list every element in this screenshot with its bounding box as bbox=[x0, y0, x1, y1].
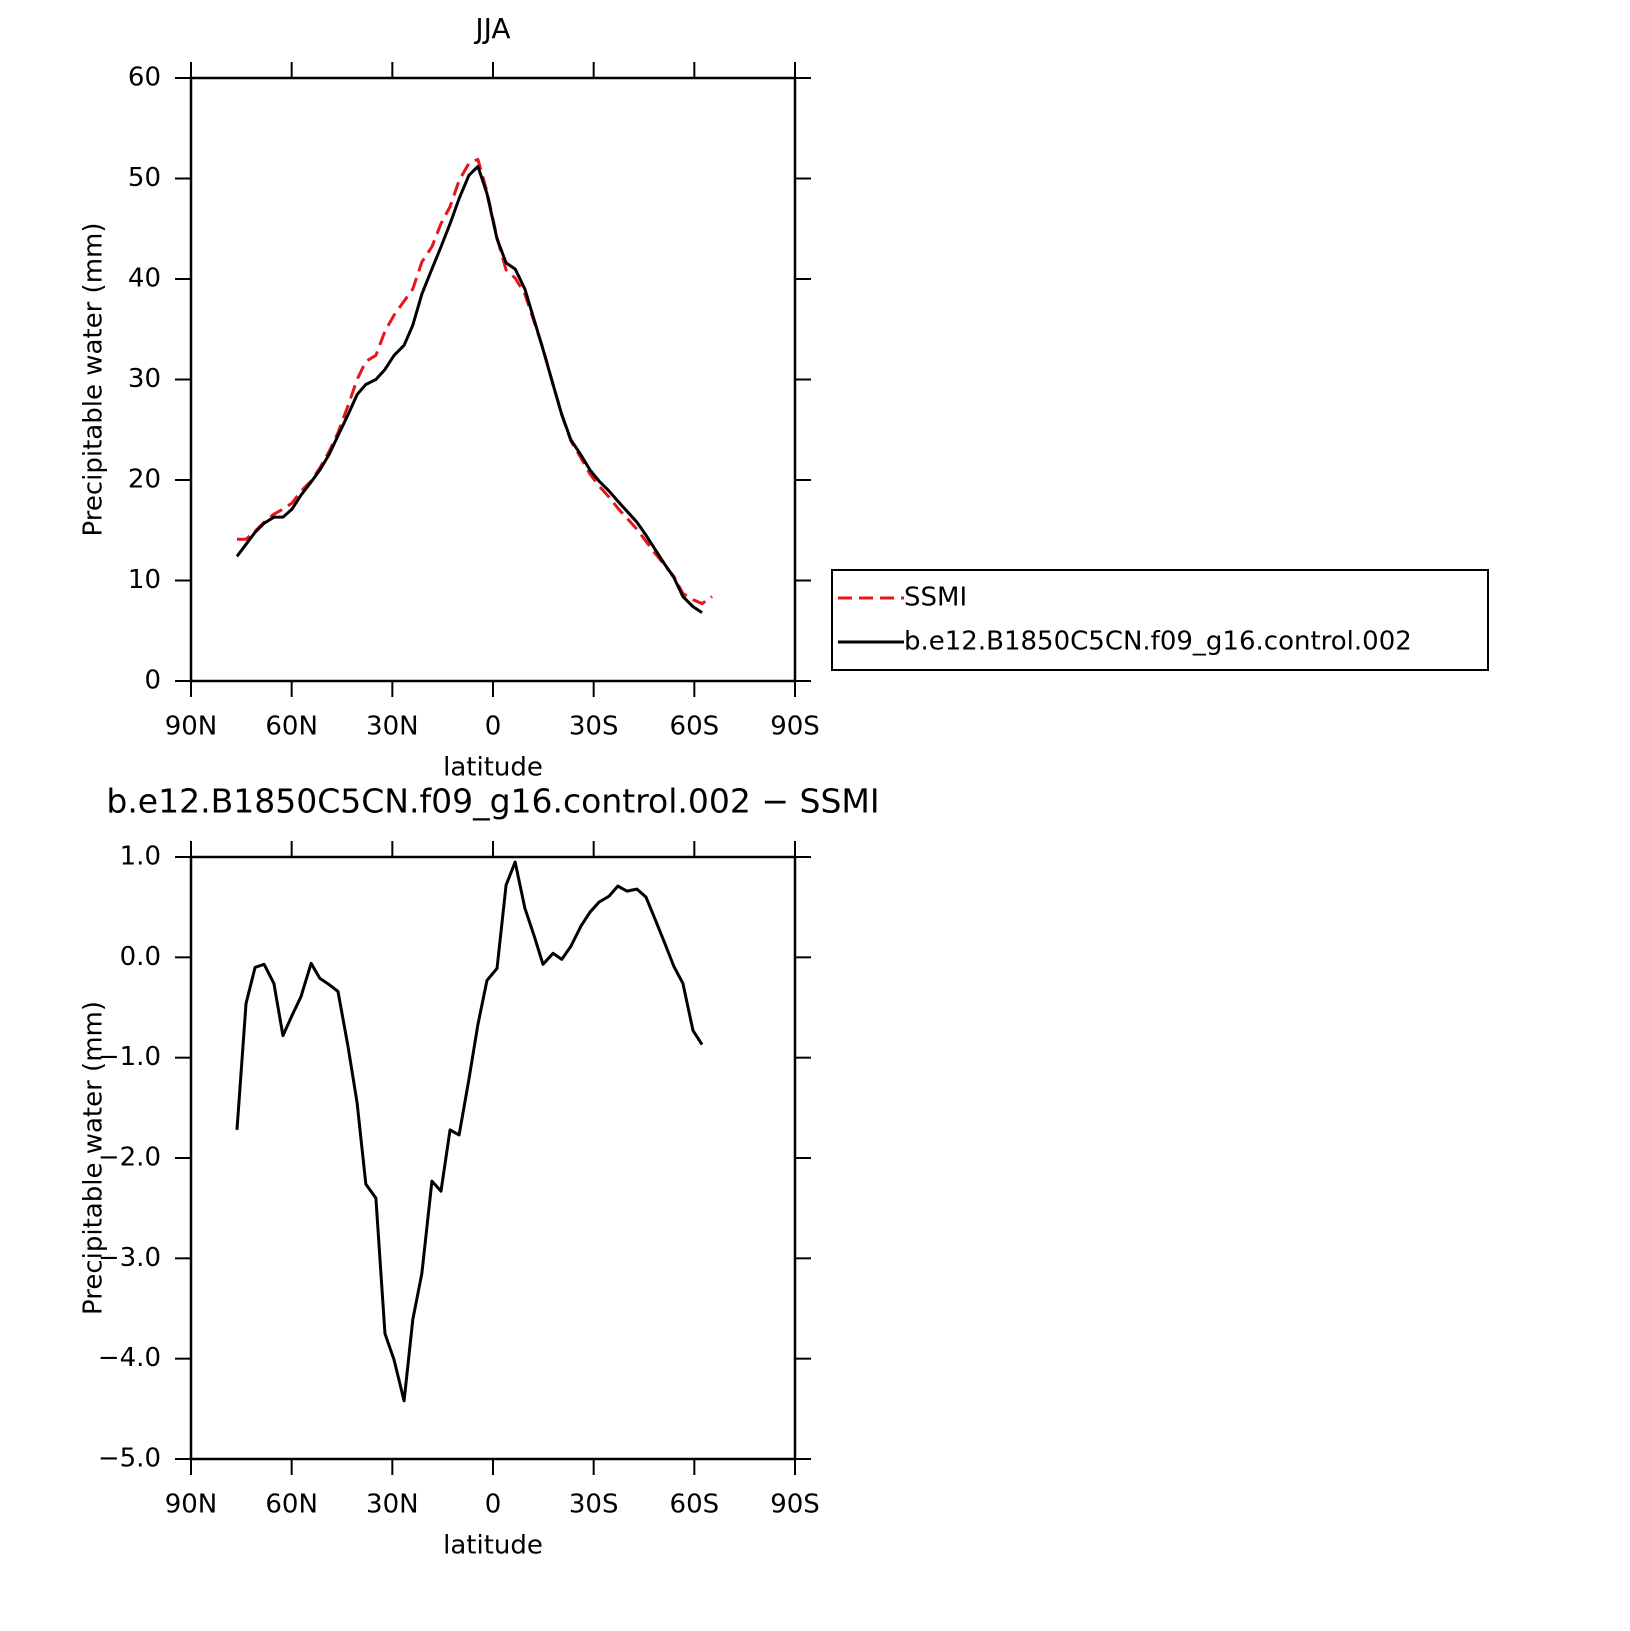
x-tick-label: 0 bbox=[485, 712, 502, 742]
chart-title: JJA bbox=[473, 12, 510, 45]
y-tick-label: −1.0 bbox=[98, 1042, 161, 1072]
x-axis-label: latitude bbox=[443, 753, 543, 783]
x-tick-label: 60N bbox=[265, 1490, 318, 1520]
y-tick-label: 60 bbox=[128, 63, 161, 93]
legend-box bbox=[831, 569, 1489, 671]
y-tick-label: 1.0 bbox=[120, 842, 161, 872]
x-tick-label: 30S bbox=[569, 712, 619, 742]
y-tick-label: 0.0 bbox=[120, 942, 161, 972]
y-tick-label: 20 bbox=[128, 465, 161, 495]
y-axis-label: Precipitable water (mm) bbox=[79, 223, 109, 537]
x-tick-label: 30N bbox=[366, 712, 419, 742]
y-tick-label: 40 bbox=[128, 264, 161, 294]
y-tick-label: 0 bbox=[144, 666, 161, 696]
x-tick-label: 0 bbox=[485, 1490, 502, 1520]
x-tick-label: 60N bbox=[265, 712, 318, 742]
x-tick-label: 90S bbox=[770, 1490, 820, 1520]
x-tick-label: 30S bbox=[569, 1490, 619, 1520]
y-tick-label: −5.0 bbox=[98, 1444, 161, 1474]
y-axis-label: Precipitable water (mm) bbox=[79, 1001, 109, 1315]
x-tick-label: 30N bbox=[366, 1490, 419, 1520]
chart-title: b.e12.B1850C5CN.f09_g16.control.002 − SS… bbox=[106, 782, 879, 821]
data-line bbox=[236, 157, 713, 606]
data-line bbox=[235, 860, 704, 1403]
x-tick-label: 60S bbox=[670, 712, 720, 742]
legend-label: SSMI bbox=[904, 583, 967, 613]
y-tick-label: 10 bbox=[128, 565, 161, 595]
y-tick-label: 50 bbox=[128, 163, 161, 193]
y-tick-label: 30 bbox=[128, 364, 161, 394]
y-tick-label: −4.0 bbox=[98, 1343, 161, 1373]
y-tick-label: −3.0 bbox=[98, 1243, 161, 1273]
x-axis-label: latitude bbox=[443, 1531, 543, 1561]
y-tick-label: −2.0 bbox=[98, 1143, 161, 1173]
x-tick-label: 90N bbox=[165, 1490, 218, 1520]
legend-label: b.e12.B1850C5CN.f09_g16.control.002 bbox=[904, 627, 1412, 657]
plot-frame bbox=[189, 76, 797, 683]
x-tick-label: 90S bbox=[770, 712, 820, 742]
x-tick-label: 60S bbox=[670, 1490, 720, 1520]
data-line bbox=[235, 164, 703, 614]
x-tick-label: 90N bbox=[165, 712, 218, 742]
plot-frame bbox=[189, 855, 797, 1461]
